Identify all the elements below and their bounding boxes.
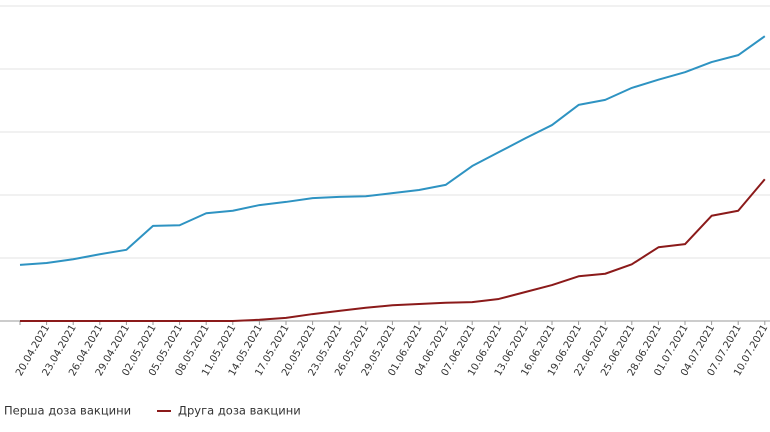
series-line bbox=[19, 35, 766, 266]
series-line bbox=[20, 178, 766, 322]
legend-label: Друга доза вакцини bbox=[178, 404, 301, 418]
legend-label: Перша доза вакцини bbox=[4, 404, 131, 418]
